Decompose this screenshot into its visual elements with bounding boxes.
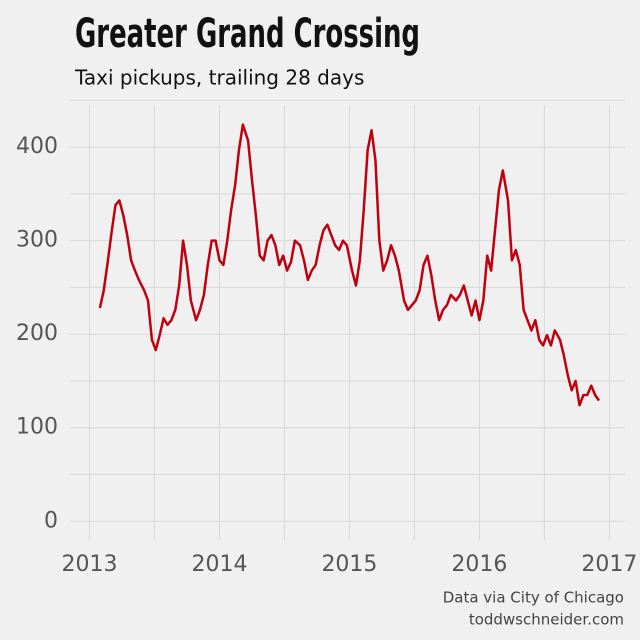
y-tick-label: 100 [16, 415, 58, 440]
source: toddwschneider.com [469, 611, 624, 629]
line [98, 123, 601, 407]
source: Data via City of Chicago [443, 589, 624, 607]
x-tick-label: 2013 [61, 552, 117, 577]
x-tick-label: 2017 [581, 552, 637, 577]
chart-subtitle: Taxi pickups, trailing 28 days [74, 66, 364, 90]
y-tick-label: 0 [44, 508, 58, 533]
chart-title: Greater Grand Crossing [75, 11, 420, 57]
x-tick-label: 2014 [191, 552, 247, 577]
x-tick-label: 2015 [321, 552, 377, 577]
y-tick-label: 200 [16, 321, 58, 346]
y-tick-label: 300 [16, 228, 58, 253]
y-tick-label: 400 [16, 134, 58, 159]
x-tick-label: 2016 [451, 552, 507, 577]
